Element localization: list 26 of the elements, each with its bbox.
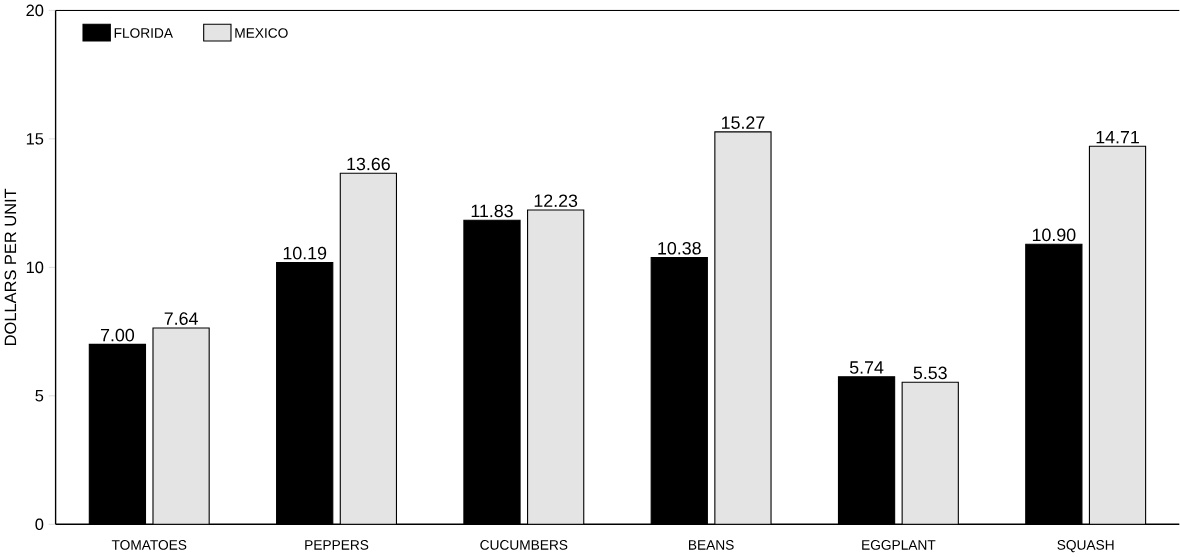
y-tick-label: 5 (35, 390, 44, 402)
y-tick-label: 0 (35, 518, 44, 531)
y-tick-label: 20 (26, 4, 44, 17)
x-tick-label: SQUASH (1057, 540, 1114, 553)
data-label: 13.66 (347, 157, 390, 171)
legend-label: FLORIDA (114, 28, 173, 38)
data-label: 15.27 (722, 116, 765, 129)
x-tick-label: BEANS (689, 540, 734, 550)
data-label: 7.00 (101, 328, 135, 342)
y-tick-label: 15 (26, 133, 44, 145)
x-tick-label: EGGPLANT (862, 540, 936, 550)
data-label: 10.90 (1032, 228, 1076, 242)
data-label: 11.83 (471, 204, 513, 218)
data-label: 7.64 (164, 312, 198, 326)
x-tick-label: TOMATOES (111, 540, 187, 550)
y-axis-title: DOLLARS PER UNIT (4, 188, 17, 346)
data-label: 5.74 (849, 361, 884, 374)
legend-label: MEXICO (235, 28, 288, 38)
data-label: 14.71 (1096, 131, 1139, 144)
data-label: 5.53 (913, 366, 947, 380)
data-label: 10.38 (658, 242, 701, 255)
x-tick-label: PEPPERS (305, 540, 369, 550)
y-tick-label: 10 (26, 261, 44, 274)
data-label: 10.19 (283, 246, 327, 260)
x-tick-label: CUCUMBERS (480, 540, 568, 550)
data-label: 12.23 (534, 194, 578, 208)
